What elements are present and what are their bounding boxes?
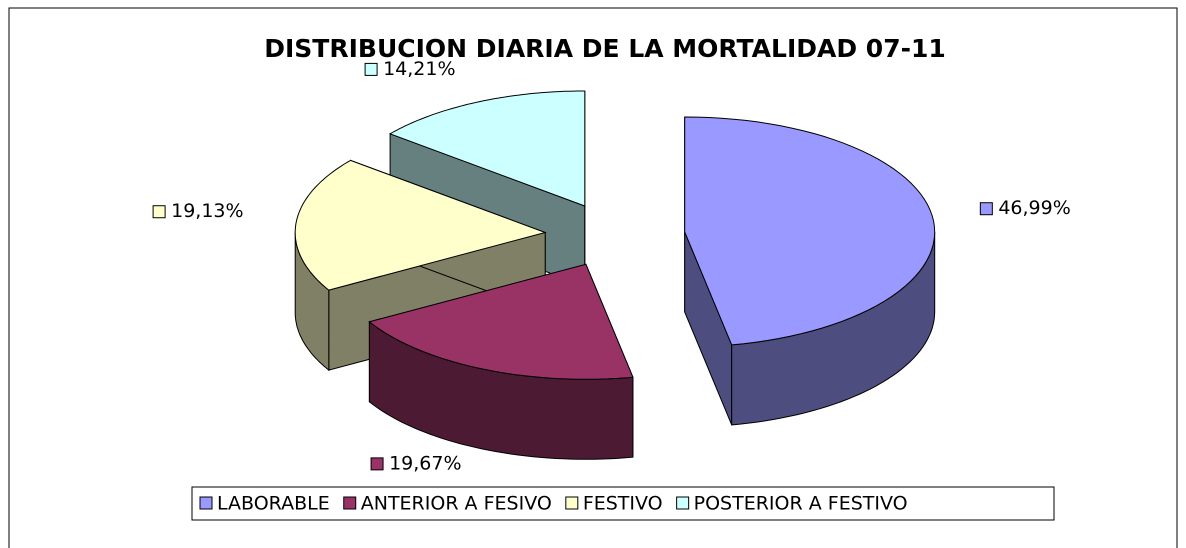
- label-swatch: [370, 457, 384, 471]
- chart-border: [8, 7, 1178, 548]
- label-swatch: [979, 202, 993, 216]
- slice-top: [368, 263, 634, 380]
- legend-label: POSTERIOR A FESTIVO: [694, 493, 908, 515]
- slice: [368, 263, 634, 460]
- legend-label: LABORABLE: [217, 493, 330, 515]
- slice-top: [684, 116, 936, 346]
- label-swatch: [364, 62, 378, 76]
- legend-swatch: [676, 496, 690, 510]
- labels: 14,21% 46,99% 19,13% 19,67%: [152, 58, 1071, 474]
- slice-top: [388, 90, 586, 207]
- data-label: 14,21%: [383, 58, 455, 80]
- slice-top: [294, 159, 547, 291]
- legend-label: ANTERIOR A FESIVO: [361, 493, 552, 515]
- label-swatch: [152, 205, 166, 219]
- data-label: 19,67%: [389, 452, 461, 474]
- legend-label: FESTIVO: [583, 493, 663, 515]
- data-label: 19,13%: [171, 200, 243, 222]
- legend-swatch: [565, 496, 579, 510]
- legend: LABORABLE ANTERIOR A FESIVO FESTIVO POSTERI…: [199, 493, 908, 515]
- legend-box: [191, 486, 1055, 521]
- legend-swatch: [199, 496, 213, 510]
- pie: [294, 90, 936, 460]
- chart-title: DISTRIBUCION DIARIA DE LA MORTALIDAD 07-…: [264, 34, 946, 63]
- data-label: 46,99%: [998, 197, 1070, 219]
- legend-swatch: [343, 496, 357, 510]
- slice: [684, 116, 936, 426]
